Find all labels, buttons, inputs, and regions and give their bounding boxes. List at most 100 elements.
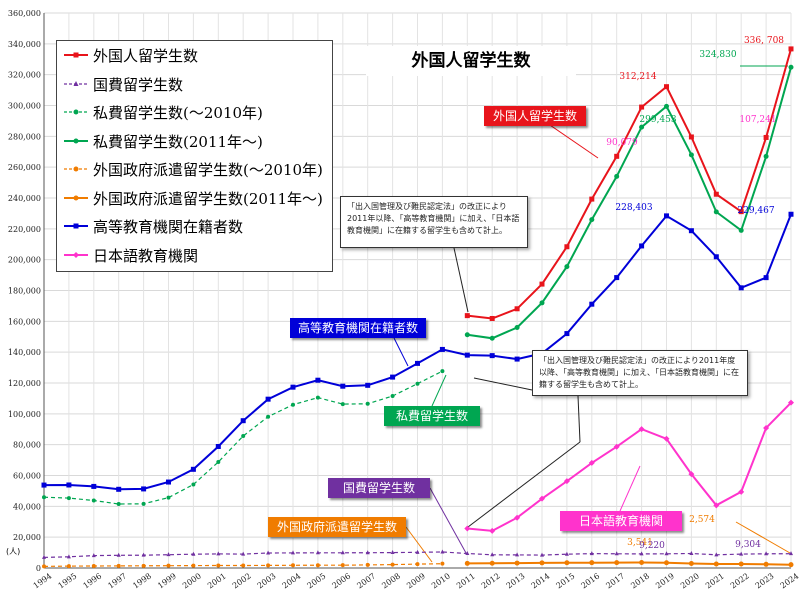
series-line — [43, 370, 443, 505]
data-label: 9,304 — [735, 540, 761, 550]
y-tick-label: 40,000 — [13, 502, 41, 511]
data-point — [415, 549, 420, 554]
legend-label: 外国政府派遣留学生数(2011年～) — [93, 189, 323, 208]
data-point — [514, 356, 520, 362]
data-point — [614, 551, 619, 556]
data-point — [540, 552, 544, 557]
data-point — [440, 561, 445, 566]
data-point — [589, 551, 594, 556]
legend-item: 私費留学生数(～2010年) — [57, 101, 332, 125]
y-tick-label: 140,000 — [8, 348, 41, 357]
data-point — [563, 478, 570, 485]
data-point — [639, 124, 645, 130]
note-pointer-2a — [473, 377, 533, 391]
x-tick-label: 2013 — [505, 571, 527, 590]
legend-label: 外国政府派遣留学生数(～2010年) — [93, 161, 323, 179]
data-point — [539, 495, 545, 502]
tag-japanese-language-schools: 日本語教育機関 — [560, 511, 682, 531]
y-tick-label: 100,000 — [8, 410, 41, 419]
legend-label: 日本語教育機関 — [93, 246, 199, 265]
data-point — [564, 560, 570, 566]
data-point — [539, 281, 545, 287]
data-labels: 336, 708 312,214 324,830 299,453 228,403 229,… — [606, 36, 784, 551]
note-pointer-2b — [577, 395, 581, 443]
data-point — [415, 360, 420, 366]
connector-higher — [393, 337, 409, 367]
data-point — [464, 352, 470, 358]
x-tick-label: 2022 — [729, 571, 751, 590]
data-point — [266, 563, 271, 568]
x-tick-label: 2017 — [604, 571, 626, 590]
data-point — [390, 562, 395, 567]
x-tick-label: 2011 — [455, 571, 477, 590]
data-point — [340, 402, 345, 407]
y-tick-label: 0 — [36, 564, 41, 573]
data-point — [116, 501, 121, 506]
data-point — [614, 173, 620, 179]
series-line — [467, 48, 792, 320]
data-label: 2,574 — [689, 515, 715, 525]
legend-swatch — [64, 80, 88, 86]
x-tick-label: 2008 — [380, 571, 402, 590]
series-4 — [42, 561, 445, 569]
legend-swatch — [64, 251, 88, 258]
data-point — [42, 564, 46, 569]
x-tick-label: 2007 — [355, 571, 377, 590]
legend: 外国人留学生数 国費留学生数 私費留学生数(～2010年) 私費留学生数(2011年～… — [56, 40, 333, 272]
data-point — [489, 335, 495, 341]
legend-item: 外国政府派遣留学生数(～2010年) — [57, 158, 332, 182]
data-point — [464, 560, 470, 566]
series-line — [467, 561, 792, 566]
data-point — [340, 550, 345, 555]
series-0 — [464, 46, 794, 321]
y-tick-label: 280,000 — [8, 132, 41, 141]
legend-swatch — [64, 166, 88, 172]
data-point — [340, 383, 346, 389]
x-tick-label: 1998 — [131, 571, 153, 590]
data-point — [689, 550, 694, 555]
data-label: 229,467 — [737, 206, 774, 216]
connector-government — [429, 487, 467, 554]
series-3 — [464, 64, 794, 341]
data-point — [265, 396, 271, 402]
data-point — [613, 443, 620, 450]
label-pointer-orange — [735, 521, 791, 554]
data-point — [66, 496, 71, 501]
legend-label: 私費留学生数(2011年～) — [93, 132, 263, 151]
data-point — [688, 134, 694, 140]
data-point — [266, 414, 271, 419]
data-point — [713, 502, 720, 509]
data-point — [216, 459, 221, 464]
legend-swatch — [64, 195, 88, 200]
x-tick-label: 2016 — [579, 571, 601, 590]
x-tick-label: 1996 — [81, 571, 103, 590]
data-point — [73, 223, 79, 229]
data-point — [141, 501, 146, 506]
data-point — [215, 443, 221, 449]
data-point — [291, 402, 295, 407]
data-label: 228,403 — [615, 203, 652, 213]
data-point — [290, 384, 296, 390]
data-point — [340, 563, 345, 568]
x-tick-label: 2000 — [181, 571, 203, 590]
data-point — [41, 482, 47, 488]
data-point — [663, 435, 670, 442]
data-point — [365, 562, 370, 567]
data-point — [664, 103, 669, 109]
y-tick-label: 120,000 — [8, 379, 41, 388]
data-point — [564, 551, 569, 556]
y-tick-label: 180,000 — [8, 287, 41, 296]
x-tick-label: 2012 — [480, 571, 502, 590]
data-point — [589, 301, 595, 307]
data-point — [141, 486, 147, 492]
series-2 — [42, 369, 445, 506]
connector-foreign-gov — [405, 526, 433, 563]
data-point — [514, 306, 520, 312]
data-point — [713, 191, 719, 197]
legend-item: 私費留学生数(2011年～) — [57, 130, 332, 154]
data-point — [390, 393, 395, 398]
connector-japanese — [619, 465, 641, 512]
data-point — [564, 331, 570, 337]
data-point — [738, 285, 744, 291]
data-point — [515, 552, 520, 557]
